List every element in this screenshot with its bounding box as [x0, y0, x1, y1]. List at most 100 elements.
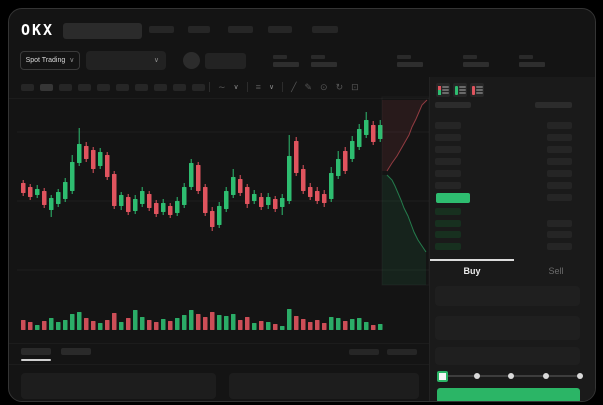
nav-item-placeholder[interactable] [268, 26, 292, 33]
stat-label-placeholder [397, 55, 411, 59]
stat-value-placeholder [273, 62, 299, 67]
stat-value-placeholder [519, 62, 545, 67]
orders-empty-panel [229, 373, 419, 399]
total-input[interactable] [435, 347, 580, 365]
chevron-down-icon[interactable]: ∨ [233, 83, 239, 91]
footer-action-placeholder[interactable] [387, 349, 417, 355]
product-selector-dropdown[interactable]: Spot Trading ∨ [20, 51, 80, 70]
active-tab-indicator [21, 359, 51, 361]
orders-empty-panel [21, 373, 216, 399]
nav-item-placeholder[interactable] [228, 26, 253, 33]
tab-buy[interactable]: Buy [430, 259, 514, 281]
book-both-icon[interactable] [436, 83, 450, 97]
buy-submit-button[interactable] [437, 388, 580, 401]
nav-item-placeholder[interactable] [149, 26, 174, 33]
nav-item-placeholder[interactable] [188, 26, 210, 33]
timeframe-row [21, 84, 205, 91]
stat-label-placeholder [519, 55, 533, 59]
bid-price-bar[interactable] [435, 242, 461, 250]
indicator-icon[interactable]: ≡ [255, 82, 261, 92]
ask-price-bar[interactable] [435, 158, 461, 165]
timeframe-button[interactable] [154, 84, 167, 91]
divider [209, 82, 210, 92]
stat-label-placeholder [311, 55, 325, 59]
stat-value-placeholder [311, 62, 337, 67]
book-buys-icon[interactable] [453, 83, 467, 97]
timeframe-button[interactable] [135, 84, 148, 91]
timeframe-button[interactable] [116, 84, 129, 91]
timeframe-button[interactable] [97, 84, 110, 91]
ask-price-bar[interactable] [435, 170, 461, 177]
snapshot-icon[interactable]: ⊙ [320, 82, 328, 92]
draw-tool-icon[interactable]: ✎ [304, 82, 313, 92]
search-input[interactable] [63, 23, 142, 39]
amount-input[interactable] [435, 316, 580, 340]
nav-item-placeholder[interactable] [312, 26, 338, 33]
bid-price-bar[interactable] [435, 219, 461, 227]
market-stat [273, 55, 303, 67]
divider [282, 82, 284, 92]
history-icon[interactable]: ↻ [335, 82, 344, 92]
toggle-color-bar [454, 85, 458, 95]
 [437, 90, 441, 95]
price-chart[interactable] [9, 9, 595, 401]
chevron-down-icon: ∨ [153, 57, 159, 64]
last-price-badge[interactable] [436, 193, 470, 203]
timeframe-button[interactable] [173, 84, 186, 91]
chart-style-icon[interactable]: ∼ [218, 82, 226, 92]
divider [9, 98, 429, 99]
book-sells-icon[interactable] [470, 83, 484, 97]
bid-amount-bar [547, 242, 572, 250]
ask-price-bar[interactable] [435, 146, 461, 153]
stat-value-placeholder [463, 62, 489, 67]
footer-action-placeholder[interactable] [349, 349, 379, 355]
divider [246, 82, 248, 92]
bid-price-bar[interactable] [435, 208, 461, 215]
tab-order-history[interactable] [61, 348, 91, 355]
coin-avatar [183, 52, 200, 69]
ask-price-bar[interactable] [435, 182, 461, 189]
trade-tabs: Buy Sell [430, 259, 595, 281]
slider-stop[interactable] [577, 372, 583, 379]
amount-slider[interactable] [437, 371, 583, 382]
orderbook-amount-bar [547, 194, 572, 201]
timeframe-button[interactable] [21, 84, 34, 91]
ask-amount-bar [547, 158, 572, 165]
slider-stop[interactable] [473, 372, 480, 379]
timeframe-button[interactable] [40, 84, 53, 91]
ask-amount-bar [547, 146, 572, 153]
timeframe-button[interactable] [59, 84, 72, 91]
slider-stop[interactable] [542, 372, 549, 379]
chevron-down-icon[interactable]: ∨ [268, 83, 275, 91]
ask-amount-bar [547, 182, 572, 189]
stat-label-placeholder [463, 55, 477, 59]
tab-sell[interactable]: Sell [548, 266, 564, 276]
trendline-tool-icon[interactable]: ╱ [291, 82, 297, 92]
market-stat [397, 55, 427, 67]
stat-value-placeholder [397, 62, 423, 67]
tab-open-orders[interactable] [21, 348, 51, 355]
chevron-down-icon: ∨ [69, 57, 75, 64]
bid-price-bar[interactable] [435, 231, 461, 238]
ask-amount-bar [547, 134, 572, 141]
timeframe-button[interactable] [192, 84, 205, 91]
pair-price-placeholder [205, 53, 246, 69]
okx-logo: OKX [21, 21, 55, 39]
bid-amount-bar [547, 231, 572, 238]
pair-selector-dropdown[interactable]: ∨ [86, 51, 166, 70]
market-stat [519, 55, 549, 67]
market-stat [311, 55, 341, 67]
slider-stop[interactable] [508, 372, 514, 379]
orderbook-price-header [435, 102, 471, 108]
fullscreen-icon[interactable]: ⊡ [351, 82, 359, 92]
orderbook-amount-header [535, 102, 572, 108]
toggle-lines [442, 86, 449, 94]
ask-amount-bar [547, 122, 572, 129]
ask-price-bar[interactable] [435, 134, 461, 141]
stat-label-placeholder [273, 55, 287, 59]
timeframe-button[interactable] [78, 84, 91, 91]
slider-handle[interactable] [437, 371, 448, 382]
ask-price-bar[interactable] [435, 122, 461, 129]
price-input[interactable] [435, 286, 580, 306]
divider [9, 364, 429, 365]
